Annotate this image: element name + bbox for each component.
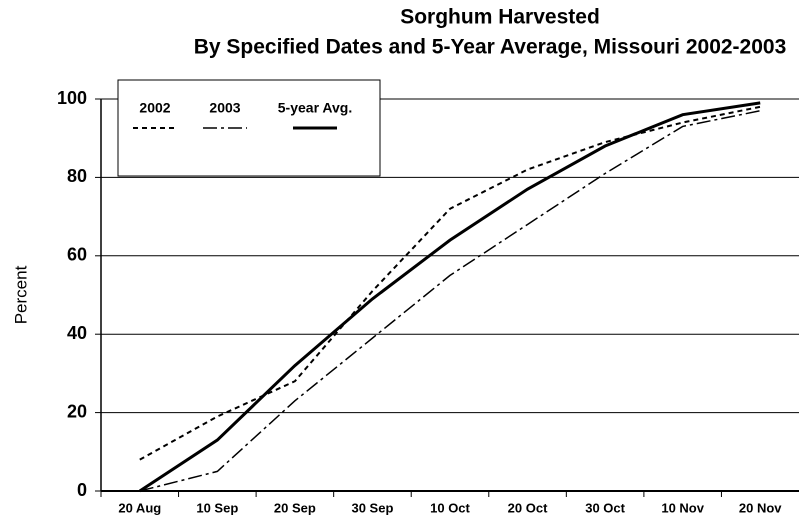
legend-box [118,80,380,176]
legend-label: 2002 [139,100,170,116]
x-tick-label: 20 Aug [118,500,161,515]
chart: Sorghum Harvested By Specified Dates and… [0,0,811,525]
x-tick-label: 20 Sep [274,500,316,515]
x-tick-label: 10 Sep [196,500,238,515]
x-tick-label: 10 Nov [661,500,704,515]
legend-label: 5-year Avg. [278,100,352,116]
y-tick-label: 100 [57,88,87,108]
x-tick-label: 30 Oct [585,500,625,515]
y-tick-label: 40 [67,323,87,343]
y-tick-label: 60 [67,245,87,265]
legend-label: 2003 [209,100,240,116]
y-tick-label: 20 [67,401,87,421]
x-tick-label: 20 Oct [508,500,548,515]
y-tick-label: 0 [77,480,87,500]
y-tick-label: 80 [67,166,87,186]
x-tick-label: 10 Oct [430,500,470,515]
chart-title: Sorghum Harvested [400,6,600,29]
x-tick-label: 20 Nov [739,500,782,515]
chart-subtitle: By Specified Dates and 5-Year Average, M… [194,36,787,59]
y-axis-label: Percent [11,265,30,324]
x-tick-label: 30 Sep [351,500,393,515]
